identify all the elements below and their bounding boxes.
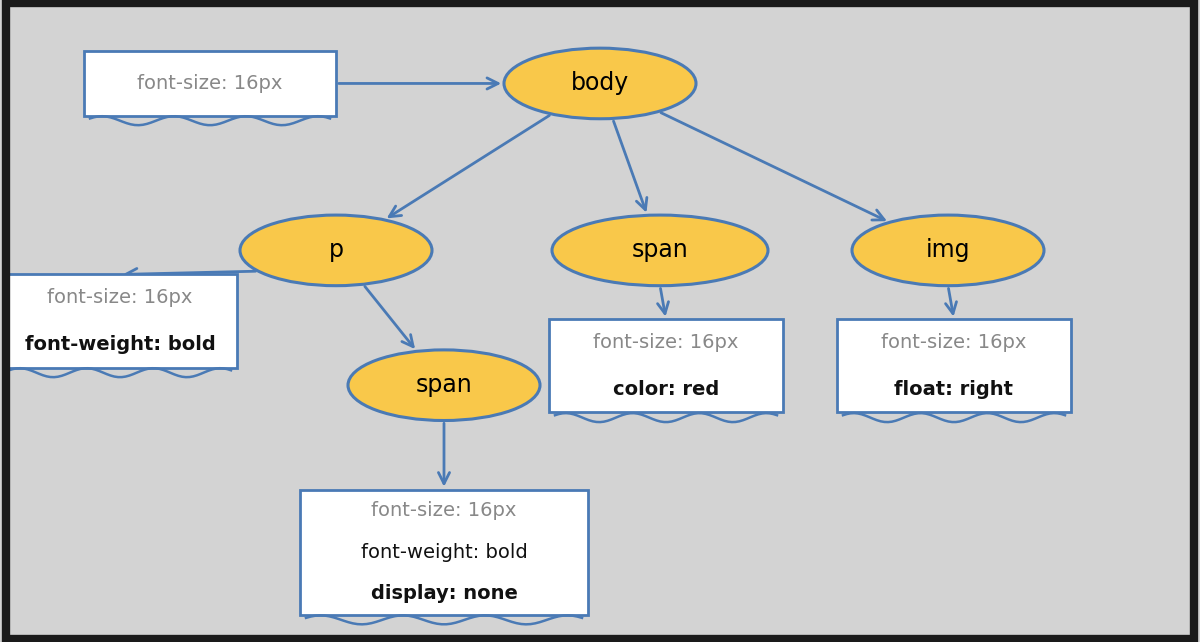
Text: font-size: 16px: font-size: 16px	[371, 501, 517, 520]
Ellipse shape	[240, 215, 432, 286]
Text: font-size: 16px: font-size: 16px	[881, 333, 1027, 352]
FancyBboxPatch shape	[300, 489, 588, 615]
Text: p: p	[329, 238, 343, 263]
Text: body: body	[571, 71, 629, 96]
Text: font-size: 16px: font-size: 16px	[137, 74, 283, 93]
Text: font-weight: bold: font-weight: bold	[25, 334, 215, 354]
Text: font-weight: bold: font-weight: bold	[361, 542, 527, 562]
FancyBboxPatch shape	[84, 51, 336, 116]
Ellipse shape	[504, 48, 696, 119]
Text: float: right: float: right	[894, 379, 1014, 399]
Text: font-size: 16px: font-size: 16px	[47, 288, 193, 308]
Text: span: span	[631, 238, 689, 263]
FancyBboxPatch shape	[838, 320, 1072, 413]
Text: color: red: color: red	[613, 379, 719, 399]
Ellipse shape	[552, 215, 768, 286]
Ellipse shape	[348, 350, 540, 421]
Text: display: none: display: none	[371, 584, 517, 603]
FancyBboxPatch shape	[550, 320, 784, 413]
FancyBboxPatch shape	[4, 275, 238, 367]
Text: img: img	[925, 238, 971, 263]
Text: font-size: 16px: font-size: 16px	[593, 333, 739, 352]
Text: span: span	[415, 373, 473, 397]
Ellipse shape	[852, 215, 1044, 286]
